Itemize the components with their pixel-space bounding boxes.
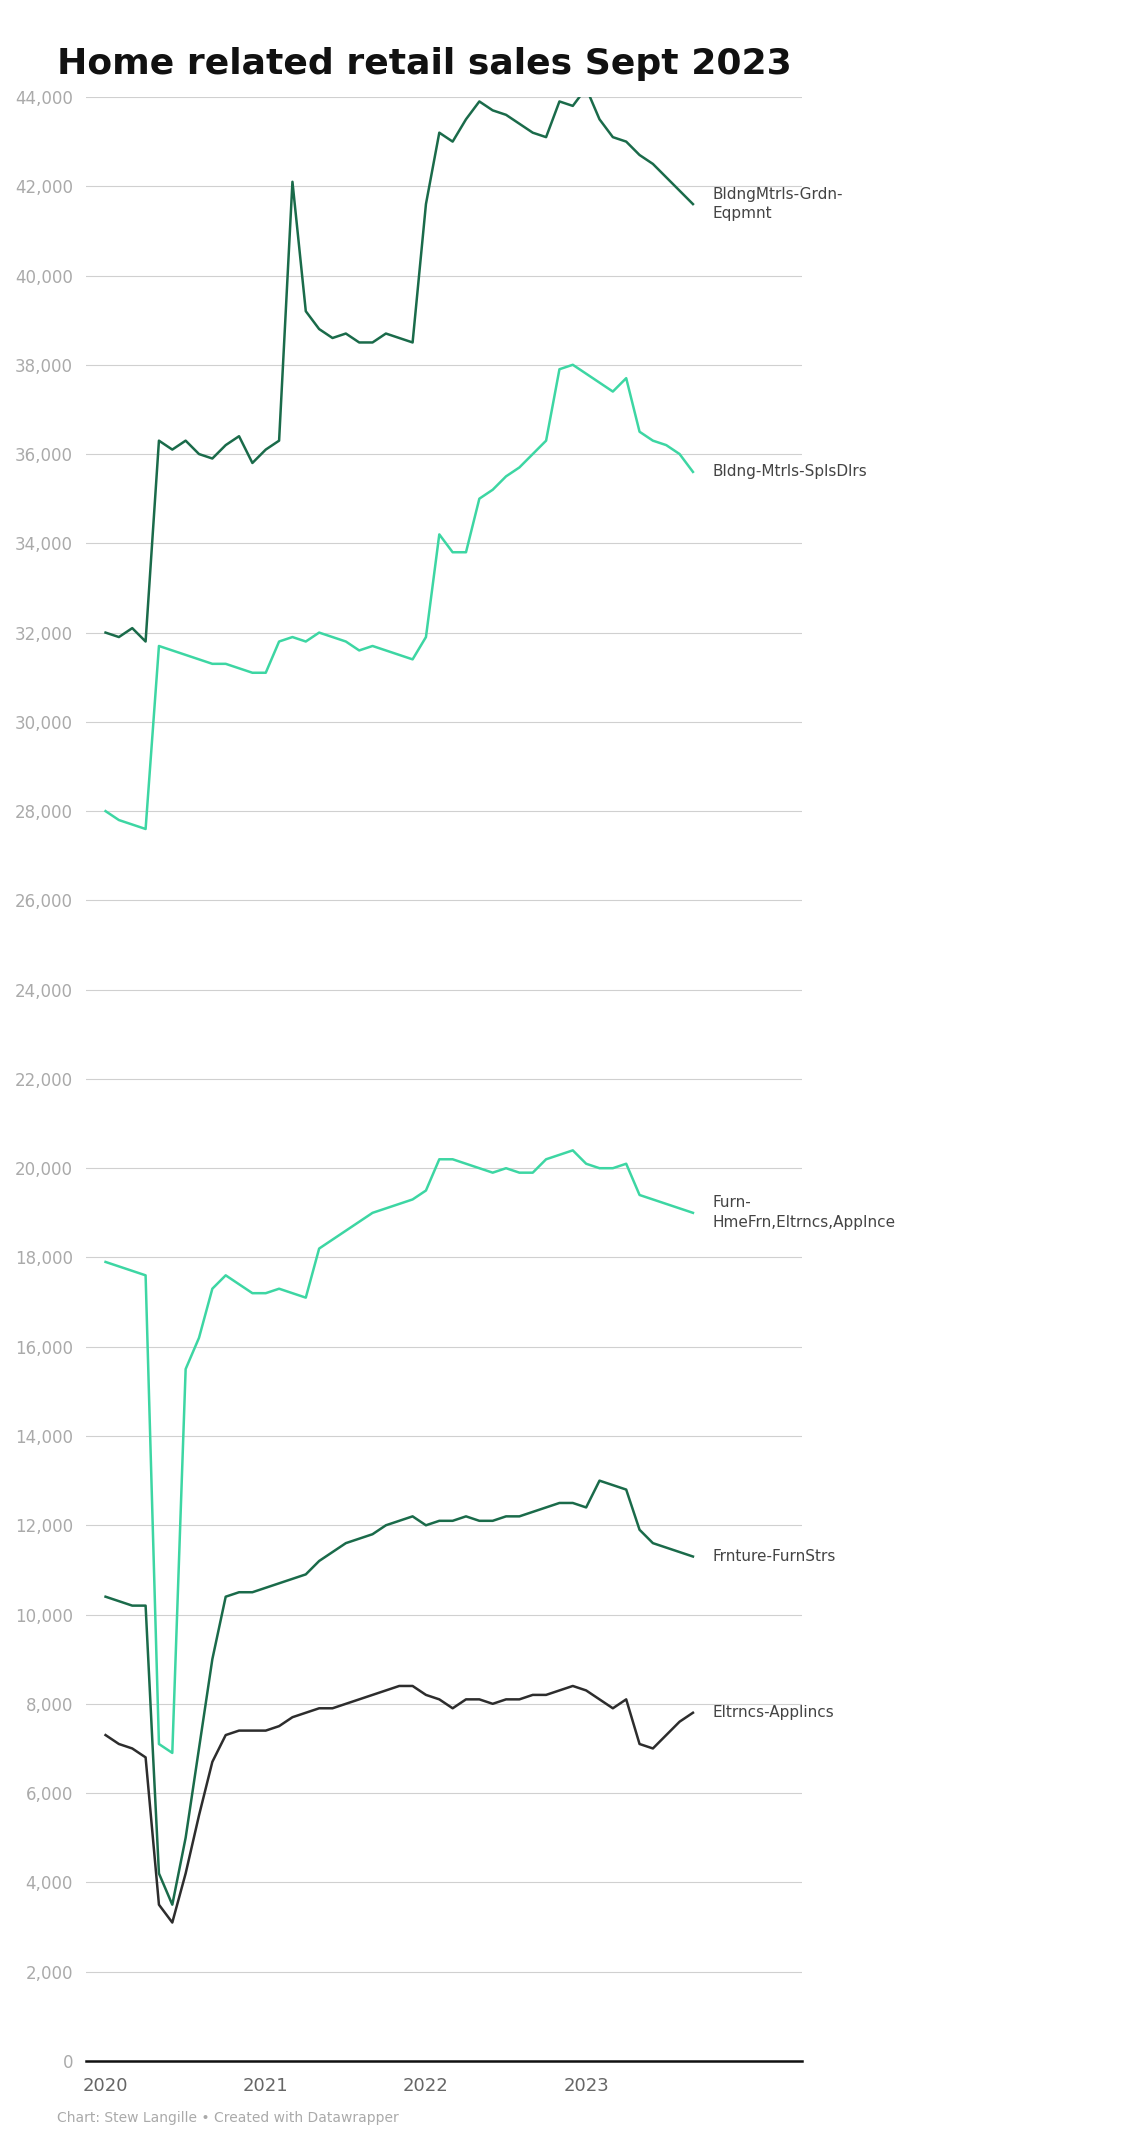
Text: Bldng-Mtrls-SplsDlrs: Bldng-Mtrls-SplsDlrs <box>712 465 866 480</box>
Text: Home related retail sales Sept 2023: Home related retail sales Sept 2023 <box>57 47 792 81</box>
Text: BldngMtrls-Grdn-
Eqpmnt: BldngMtrls-Grdn- Eqpmnt <box>712 186 842 221</box>
Text: Eltrncs-Applincs: Eltrncs-Applincs <box>712 1705 834 1720</box>
Text: Furn-
HmeFrn,Eltrncs,AppInce: Furn- HmeFrn,Eltrncs,AppInce <box>712 1195 895 1230</box>
Text: Frnture-FurnStrs: Frnture-FurnStrs <box>712 1549 836 1564</box>
Text: Chart: Stew Langille • Created with Datawrapper: Chart: Stew Langille • Created with Data… <box>57 2110 399 2125</box>
